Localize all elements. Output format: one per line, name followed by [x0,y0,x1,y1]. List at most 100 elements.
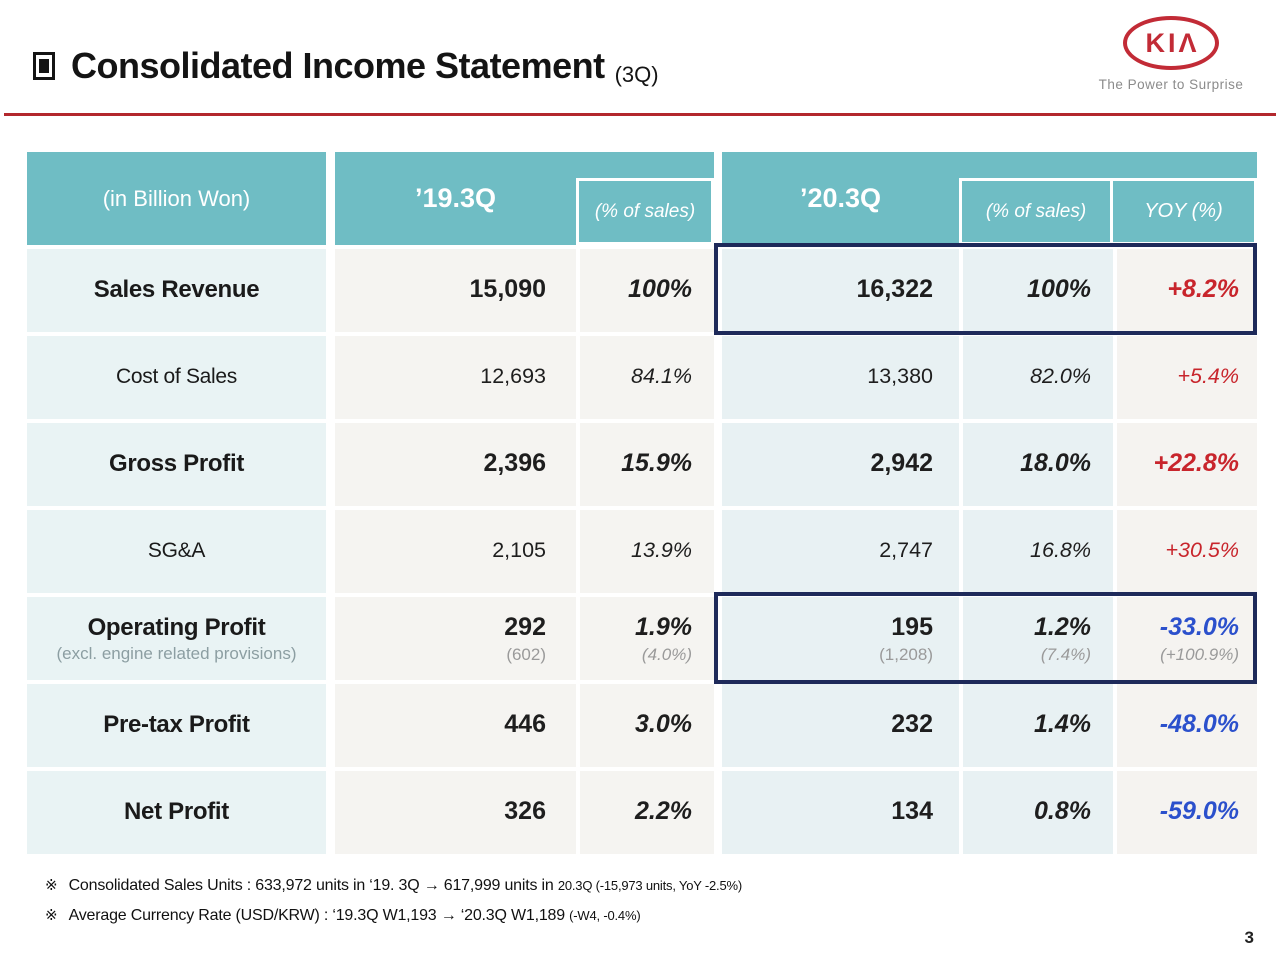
table-row-pretax-profit: Pre-tax Profit 446 3.0% 232 1.4% -48.0% [27,684,1257,767]
table-header-row: (in Billion Won) ’19.3Q (% of sales) ’20… [27,152,1257,245]
yoy-value: -33.0% [1159,612,1239,641]
cell-19q3-value: 15,090 [335,249,576,332]
kia-logo-tagline: The Power to Surprise [1098,77,1244,92]
value-20q3: 134 [891,796,933,825]
value-20q3: 13,380 [867,363,933,388]
pct-19q3: 15.9% [621,448,692,477]
cell-19q3-value: 326 [335,771,576,854]
yoy-value: +30.5% [1165,537,1239,562]
pct-20q3: 16.8% [1030,537,1091,562]
cell-20q3-value: 195 (1,208) [722,597,959,680]
cell-yoy: -48.0% [1117,684,1257,767]
row-label-cell: Sales Revenue [27,249,326,332]
page-title: Consolidated Income Statement [71,45,605,86]
page-number: 3 [1244,928,1254,947]
cell-yoy: -33.0% (+100.9%) [1117,597,1257,680]
page-title-suffix: (3Q) [614,62,659,87]
cell-19q3-pct: 3.0% [580,684,714,767]
value-19q3: 292 [504,612,546,641]
cell-19q3-pct: 100% [580,249,714,332]
cell-20q3-pct: 82.0% [963,336,1113,419]
kia-logo-ellipse-icon: KIΛ [1123,16,1219,70]
yoy-value: -48.0% [1159,709,1239,738]
cell-yoy: +30.5% [1117,510,1257,593]
table-row-sales-revenue: Sales Revenue 15,090 100% 16,322 100% +8… [27,249,1257,332]
table-row-cost-of-sales: Cost of Sales 12,693 84.1% 13,380 82.0% … [27,336,1257,419]
value-19q3: 2,396 [483,448,546,477]
value-20q3-sub: (1,208) [879,644,933,664]
value-19q3: 15,090 [469,274,546,303]
row-label: Pre-tax Profit [103,710,250,738]
table-row-net-profit: Net Profit 326 2.2% 134 0.8% -59.0% [27,771,1257,854]
footnote-marker: ※ [45,907,58,924]
cell-19q3-value: 446 [335,684,576,767]
footnote-text: Average Currency Rate (USD/KRW) : ‘19.3Q… [69,907,641,925]
header-20q3-subheaders: (% of sales) YOY (%) [959,178,1257,245]
kia-logo-text: KIΛ [1145,27,1200,58]
title-bar: Consolidated Income Statement (3Q) [33,38,659,94]
yoy-value-sub: (+100.9%) [1160,644,1239,664]
cell-20q3-value: 232 [722,684,959,767]
row-sublabel: (excl. engine related provisions) [56,643,297,663]
footnote-small: 20.3Q (-15,973 units, YoY -2.5%) [557,878,742,893]
table-row-gross-profit: Gross Profit 2,396 15.9% 2,942 18.0% +22… [27,423,1257,506]
header-19q3-pct-label: (% of sales) [576,178,714,245]
row-label: Gross Profit [108,449,245,477]
cell-20q3-pct: 0.8% [963,771,1113,854]
header-20q3-label: ’20.3Q [799,183,882,213]
cell-19q3-pct: 1.9% (4.0%) [580,597,714,680]
pct-19q3: 13.9% [631,537,692,562]
pct-20q3: 18.0% [1020,448,1091,477]
footnote-main: Average Currency Rate (USD/KRW) : ‘19.3Q… [68,907,570,924]
header-20q3-pct-label: (% of sales) [962,181,1113,242]
cell-20q3-value: 16,322 [722,249,959,332]
pct-19q3: 2.2% [635,796,692,825]
cell-20q3-pct: 1.4% [963,684,1113,767]
header-19q3-label: ’19.3Q [414,183,497,213]
cell-19q3-value: 12,693 [335,336,576,419]
value-20q3: 195 [891,612,933,641]
value-19q3: 2,105 [492,537,546,562]
cell-19q3-value: 2,105 [335,510,576,593]
cell-20q3-value: 13,380 [722,336,959,419]
header-unit-label: (in Billion Won) [27,152,326,245]
cell-20q3-pct: 16.8% [963,510,1113,593]
row-label-cell: Gross Profit [27,423,326,506]
footnote-currency-rate: ※ Average Currency Rate (USD/KRW) : ‘19.… [45,906,641,925]
value-20q3: 2,747 [879,537,933,562]
value-19q3: 446 [504,709,546,738]
kia-logo: KIΛ The Power to Surprise [1086,16,1256,92]
value-20q3: 232 [891,709,933,738]
yoy-value: +5.4% [1177,363,1239,388]
cell-19q3-pct: 84.1% [580,336,714,419]
footnote-marker: ※ [45,877,58,894]
header-group-20q3: ’20.3Q (% of sales) YOY (%) [722,152,1257,245]
value-20q3: 16,322 [856,274,933,303]
yoy-value: +8.2% [1167,274,1239,303]
table-row-operating-profit: Operating Profit (excl. engine related p… [27,597,1257,680]
cell-20q3-pct: 18.0% [963,423,1113,506]
cell-19q3-pct: 15.9% [580,423,714,506]
row-label-cell: Net Profit [27,771,326,854]
row-label: Operating Profit [87,613,266,641]
pct-20q3-sub: (7.4%) [1040,644,1091,664]
pct-20q3: 100% [1027,274,1091,303]
pct-19q3: 3.0% [635,709,692,738]
cell-yoy: +22.8% [1117,423,1257,506]
square-bullet-inner [39,59,49,73]
footnote-sales-units: ※ Consolidated Sales Units : 633,972 uni… [45,876,742,895]
pct-19q3: 1.9% [635,612,692,641]
cell-19q3-value: 292 (602) [335,597,576,680]
yoy-value: -59.0% [1159,796,1239,825]
cell-20q3-value: 2,747 [722,510,959,593]
pct-20q3: 1.2% [1034,612,1091,641]
footnote-small: (-W4, -0.4%) [569,908,641,923]
row-label: Cost of Sales [116,364,237,388]
header-yoy-label: YOY (%) [1144,200,1223,222]
cell-20q3-value: 134 [722,771,959,854]
square-bullet-icon [33,52,55,80]
cell-19q3-pct: 13.9% [580,510,714,593]
cell-yoy: +8.2% [1117,249,1257,332]
header-group-19q3: ’19.3Q (% of sales) [335,152,714,245]
table-row-sga: SG&A 2,105 13.9% 2,747 16.8% +30.5% [27,510,1257,593]
